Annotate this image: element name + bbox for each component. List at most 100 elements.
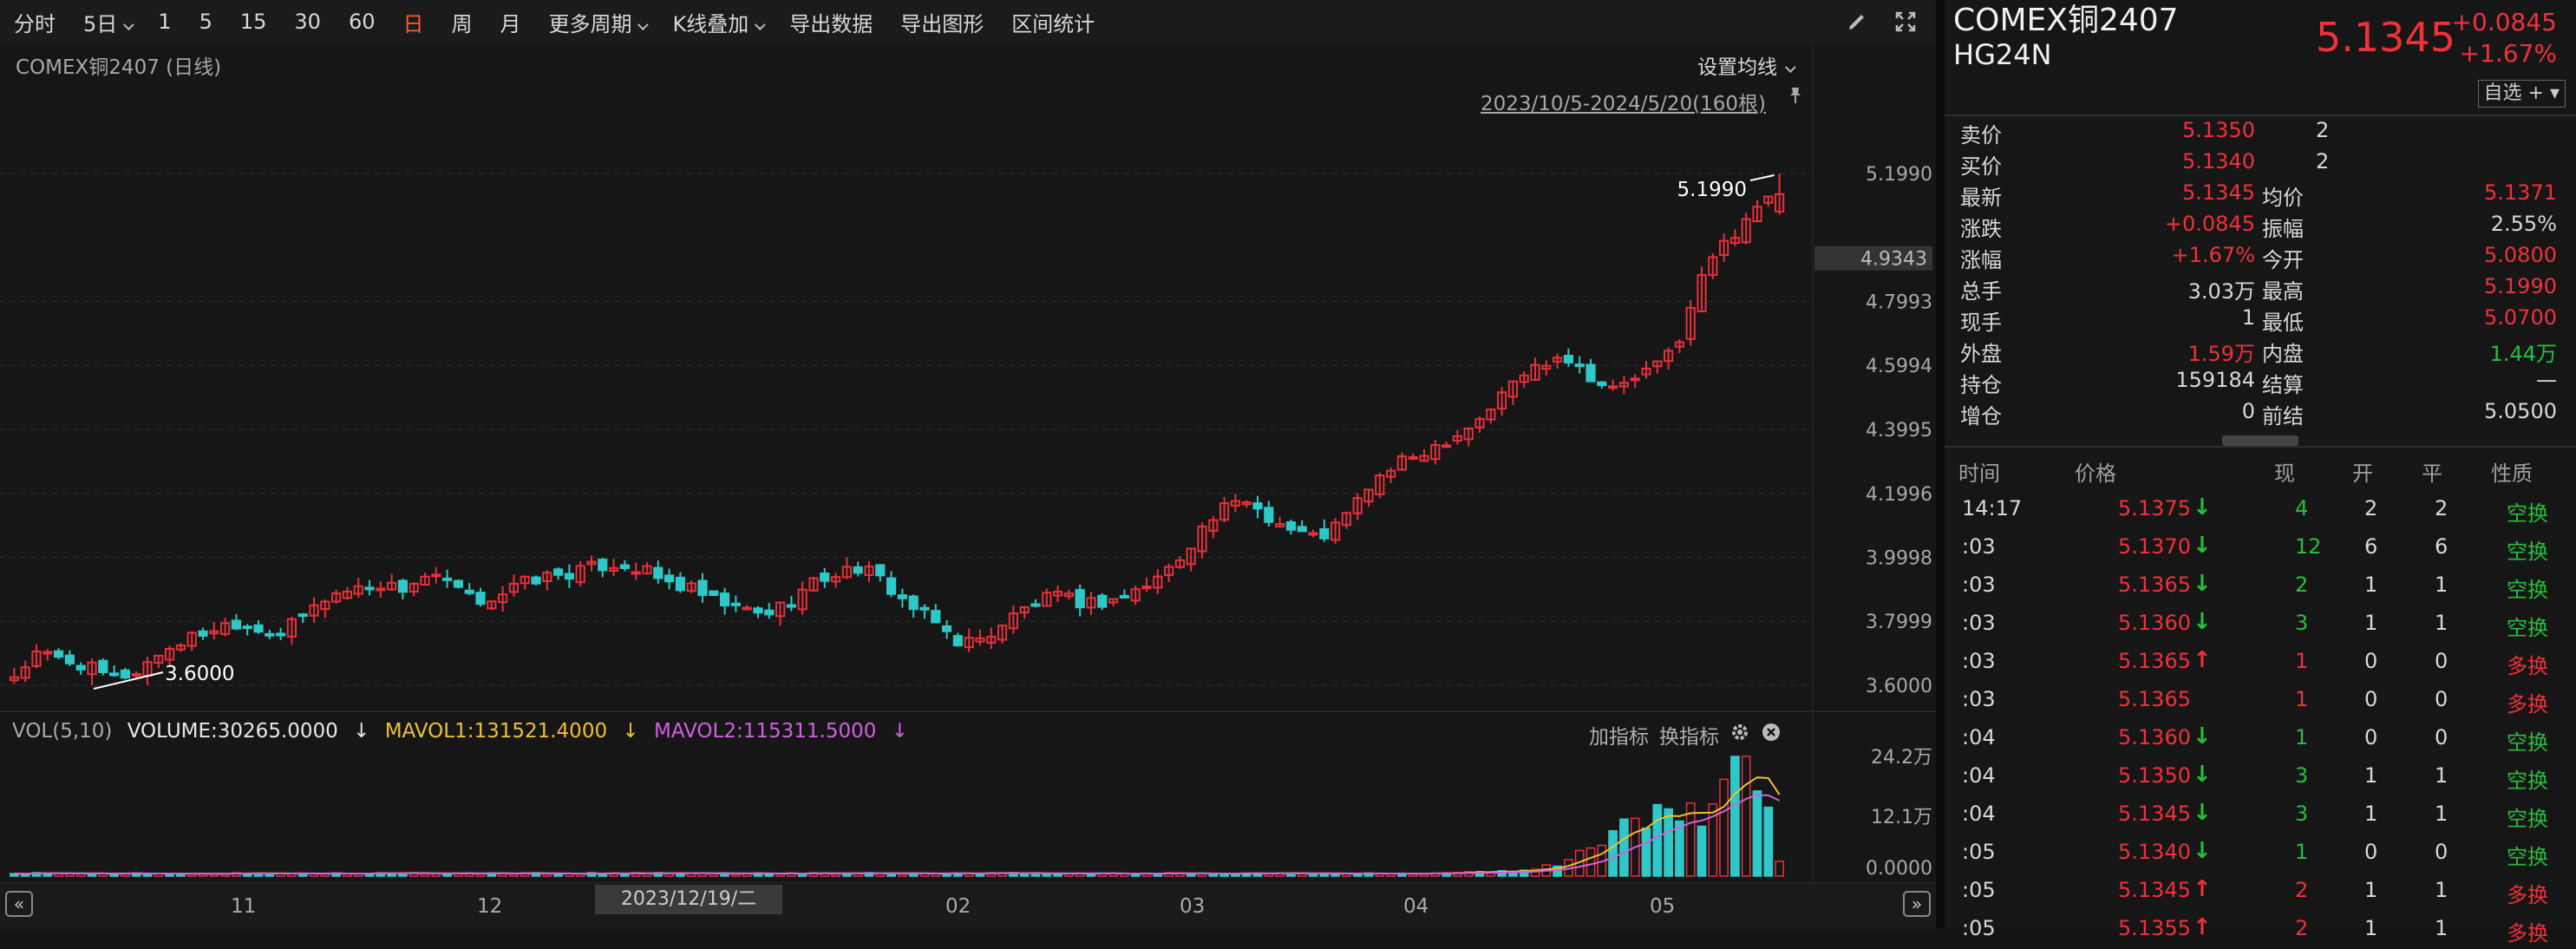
volume-bar [1019,873,1030,877]
candle [376,587,386,592]
trade-column-header: 时间 [1958,461,2000,486]
candle [730,602,742,606]
candle [397,579,409,593]
scroll-left-button[interactable]: « [5,891,33,917]
trade-cell: 1 [2364,611,2378,635]
quote-value: 5.1371 [2484,180,2557,205]
candle [1363,488,1374,503]
candle [1674,341,1685,348]
quote-label: 结算 [2262,373,2304,397]
trade-cell: 空换 [2507,501,2548,526]
candle [808,577,819,592]
candle [1718,239,1729,256]
scroll-right-button[interactable]: » [1903,891,1931,917]
period-tab[interactable]: 60 [348,10,376,34]
trade-row: :04 5.1360 1 0 0 空换 ↓ [1945,720,2576,758]
price-tick: 5.1990 [1866,164,1932,186]
period-tab[interactable]: 15 [239,10,267,34]
candle [464,589,474,594]
panel-divider[interactable] [1936,0,1945,928]
trade-cell: 多换 [2507,654,2548,678]
collapse-handle[interactable] [2222,435,2298,446]
candle [675,576,686,592]
quote-label: 内盘 [2262,342,2304,366]
trade-cell: 6 [2435,534,2449,559]
candle [1097,594,1108,608]
candle [1230,500,1241,507]
trade-column-header: 现 [2274,461,2295,486]
period-tab[interactable]: 区间统计 [1011,11,1095,36]
candle [198,630,208,637]
trade-cell: 5.1340 [2118,840,2191,864]
gear-icon[interactable] [1729,722,1750,748]
period-tab[interactable]: 周 [451,11,473,36]
candle [508,582,520,593]
ma-setting-dropdown[interactable]: 设置均线 [1697,50,1792,80]
candle [1597,381,1607,387]
month-label: 11 [231,895,257,918]
candle [487,600,497,610]
volume-tick: 12.1万 [1871,807,1932,828]
candle [1574,363,1585,368]
kline-chart[interactable]: 5.1990 4.7993 4.5994 4.3995 4.1996 3.9998 3.79… [0,0,1936,882]
quote-row: 卖价 5.1350 2 [1945,118,2576,149]
period-tab[interactable]: 月 [500,11,521,36]
period-tab[interactable]: 导出图形 [900,11,984,36]
volume-bar [1042,873,1052,877]
quote-label: 现手 [1960,311,2002,335]
period-tab[interactable]: 分时 [14,11,56,36]
fullscreen-icon[interactable] [1893,9,1919,35]
candle [753,607,763,614]
trade-cell: 2 [2295,573,2309,597]
trade-row: :05 5.1340 1 0 0 空换 ↓ [1945,834,2576,873]
period-tab[interactable]: 1 [158,10,172,34]
close-icon[interactable] [1761,722,1782,748]
trade-cell: :05 [1962,916,1996,940]
candle [1052,591,1063,597]
pin-icon[interactable] [1785,85,1806,109]
candle [575,565,585,584]
quote-label: 涨跌 [1960,217,2002,241]
switch-indicator-button[interactable]: 换指标 [1659,726,1719,749]
dropdown-icon[interactable]: ▾ [2549,82,2560,104]
trade-cell: 4 [2295,496,2309,520]
volume-bar [1697,825,1707,877]
candle [1297,526,1307,533]
volume-bar [542,873,552,877]
period-tab[interactable]: 更多周期 [534,7,658,37]
candle [908,595,919,611]
period-tab[interactable]: 5 [199,10,212,34]
candle [1341,512,1352,527]
trade-cell: 1 [2295,649,2309,673]
period-tab[interactable]: K线叠加 [658,7,775,37]
trade-cell: 多换 [2507,921,2548,946]
trade-column-header: 性质 [2491,461,2533,486]
trade-cell: :05 [1962,840,1996,864]
period-tab[interactable]: 导出数据 [789,11,873,36]
candle [1186,547,1196,566]
add-indicator-button[interactable]: 加指标 [1589,726,1649,749]
period-tab[interactable]: 5日 [69,7,144,37]
candle [853,566,863,574]
trade-column-header: 价格 [2075,461,2116,486]
quote-separator [1945,115,2576,116]
period-tab[interactable]: 30 [294,10,321,34]
trade-cell: 5.1360 [2118,725,2191,749]
range-label[interactable]: 2023/10/5-2024/5/20(160根) [1480,93,1766,115]
candle [1463,427,1474,441]
candle [941,625,952,632]
trade-cell: 1 [2435,916,2449,940]
trade-cell: 1 [2364,916,2378,940]
candle [219,622,231,635]
candle [1119,594,1130,599]
period-tab[interactable]: 日 [402,11,424,36]
candle [664,574,675,583]
chart-tool-icons [1844,9,1919,35]
volume-bar [1775,861,1784,877]
candle [53,650,64,658]
add-favorite-button[interactable]: 自选 + ▾ [2477,80,2566,108]
brush-icon[interactable] [1844,9,1870,35]
candle [1108,598,1119,604]
symbol-name: COMEX铜2407 [1953,3,2179,38]
trade-cell: 空换 [2507,769,2548,793]
